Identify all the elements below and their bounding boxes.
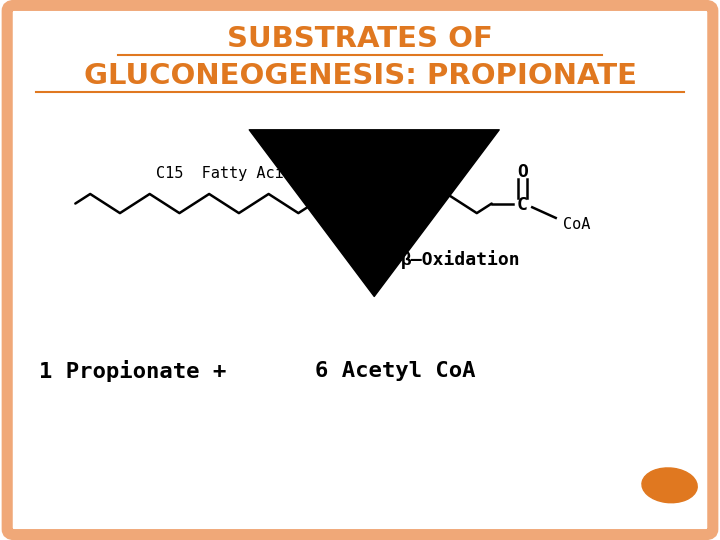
Text: O: O: [517, 163, 528, 181]
Text: 1 Propionate +: 1 Propionate +: [39, 360, 226, 382]
Text: CoA: CoA: [563, 217, 590, 232]
Text: GLUCONEOGENESIS: PROPIONATE: GLUCONEOGENESIS: PROPIONATE: [84, 62, 636, 90]
Ellipse shape: [642, 468, 697, 503]
Text: C15  Fatty Acid: C15 Fatty Acid: [156, 166, 293, 181]
Text: β–Oxidation: β–Oxidation: [401, 250, 521, 269]
Text: SUBSTRATES OF: SUBSTRATES OF: [227, 25, 493, 53]
Text: 6 Acetyl CoA: 6 Acetyl CoA: [315, 361, 476, 381]
Text: C: C: [517, 196, 528, 214]
